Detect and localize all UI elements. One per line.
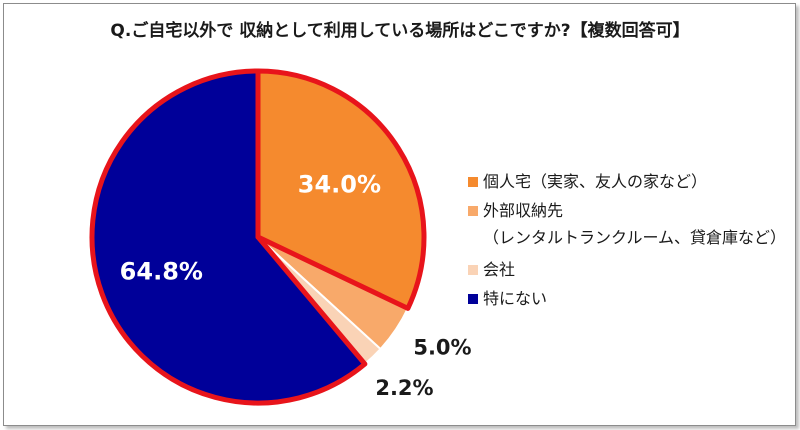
legend-label: 会社: [483, 260, 516, 279]
legend-swatch: [468, 177, 478, 187]
pie-value-label-3: 2.2%: [375, 376, 433, 400]
legend-swatch: [468, 294, 478, 304]
pie-value-label-1: 34.0%: [298, 171, 381, 199]
legend: 個人宅（実家、友人の家など） 外部収納先 （レンタルトランクルーム、貸倉庫など） 会…: [468, 171, 788, 317]
slice-highlight-outline-1: [255, 68, 427, 311]
legend-item-3: 会社: [468, 259, 788, 280]
legend-item-4: 特にない: [468, 288, 788, 309]
pie-slices: [89, 68, 427, 406]
legend-item-1: 個人宅（実家、友人の家など）: [468, 171, 788, 192]
legend-label: 外部収納先 （レンタルトランクルーム、貸倉庫など）: [483, 201, 787, 247]
chart-title: Q.ご自宅以外で 収納として利用している場所はどこですか?【複数回答可】: [110, 21, 690, 41]
slice-highlight-outline-4: [89, 68, 368, 406]
legend-swatch: [468, 206, 478, 216]
pie-value-labels: 34.0% 5.0% 2.2% 64.8%: [120, 171, 472, 401]
pie-value-label-2: 5.0%: [413, 335, 471, 359]
pie-value-label-4: 64.8%: [120, 257, 203, 285]
legend-label: 個人宅（実家、友人の家など）: [483, 172, 708, 191]
legend-swatch: [468, 265, 478, 275]
legend-item-2: 外部収納先 （レンタルトランクルーム、貸倉庫など）: [468, 200, 788, 251]
legend-label: 特にない: [483, 289, 548, 308]
